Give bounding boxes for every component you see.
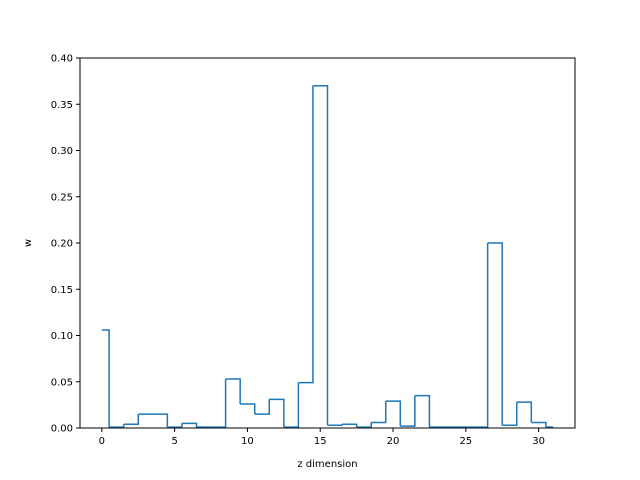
- step-segment-0: [101, 329, 110, 428]
- step-segment-11: [254, 399, 271, 415]
- step-segment-1: [109, 424, 125, 428]
- y-tick-label: 0.10: [51, 331, 73, 342]
- x-tick-label: 0: [99, 436, 105, 447]
- step-segment-19: [371, 401, 387, 424]
- y-tick-label: 0.15: [51, 285, 73, 296]
- x-tick-label: 20: [387, 436, 400, 447]
- step-segment-27: [487, 242, 503, 426]
- step-segment-4: [152, 413, 169, 428]
- step-segment-5: [167, 423, 183, 428]
- y-tick-label: 0.40: [51, 54, 73, 65]
- y-tick-label: 0.05: [51, 377, 73, 388]
- y-axis-label: w: [23, 239, 34, 247]
- x-tick-label: 25: [459, 436, 472, 447]
- step-segment-22: [414, 394, 431, 428]
- x-tick-label: 30: [532, 436, 545, 447]
- y-tick-label: 0.30: [51, 146, 73, 157]
- x-axis-label: z dimension: [297, 459, 357, 470]
- step-segment-8: [211, 378, 227, 428]
- step-segment-9: [225, 378, 241, 404]
- step-segment-18: [356, 422, 372, 428]
- y-tick-label: 0.00: [51, 424, 73, 435]
- step-segment-20: [385, 400, 402, 427]
- y-tick-label: 0.35: [51, 100, 73, 111]
- y-tick-label: 0.20: [51, 239, 73, 250]
- step-segment-2: [123, 414, 139, 426]
- step-segment-26: [473, 243, 489, 428]
- step-segment-12: [269, 398, 285, 428]
- step-segment-17: [342, 423, 358, 428]
- step-segment-15: [312, 85, 329, 426]
- step-segment-13: [283, 382, 300, 428]
- x-tick-label: 10: [241, 436, 254, 447]
- y-tick-label: 0.25: [51, 192, 73, 203]
- step-segment-29: [516, 401, 533, 423]
- step-segment-16: [327, 424, 343, 426]
- x-tick-label: 15: [314, 436, 327, 447]
- step-segment-30: [531, 421, 547, 428]
- step-segment-14: [298, 85, 314, 384]
- step-segment-10: [240, 403, 256, 415]
- step-segment-28: [502, 402, 518, 426]
- step-segment-21: [400, 395, 416, 427]
- x-tick-label: 5: [171, 436, 177, 447]
- step-segment-6: [181, 422, 198, 428]
